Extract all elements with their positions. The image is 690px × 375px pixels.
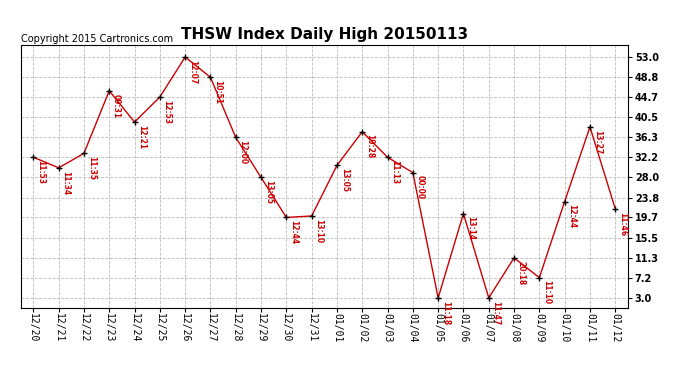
Text: 12:53: 12:53 (163, 100, 172, 124)
Text: 11:47: 11:47 (491, 301, 500, 325)
Text: 11:53: 11:53 (36, 160, 45, 184)
Text: 10:51: 10:51 (213, 80, 222, 104)
Text: 11:35: 11:35 (87, 156, 96, 180)
Text: 00:00: 00:00 (415, 176, 424, 200)
Text: 12:44: 12:44 (289, 220, 298, 245)
Text: Copyright 2015 Cartronics.com: Copyright 2015 Cartronics.com (21, 34, 172, 44)
Text: 12:44: 12:44 (567, 204, 576, 228)
Text: 20:18: 20:18 (517, 261, 526, 285)
Title: THSW Index Daily High 20150113: THSW Index Daily High 20150113 (181, 27, 468, 42)
Text: 12:00: 12:00 (239, 140, 248, 164)
Text: 11:10: 11:10 (542, 280, 551, 304)
Text: 09:31: 09:31 (112, 93, 121, 118)
Text: 13:05: 13:05 (264, 180, 273, 204)
Text: 11:18: 11:18 (441, 301, 450, 325)
Text: 10:28: 10:28 (365, 135, 374, 159)
Text: 11:46: 11:46 (618, 211, 627, 236)
Text: 12:21: 12:21 (137, 125, 146, 149)
Text: 12:07: 12:07 (188, 60, 197, 84)
Text: 11:13: 11:13 (391, 160, 400, 184)
Text: 11:34: 11:34 (61, 171, 70, 195)
Text: THSW  (°F): THSW (°F) (573, 19, 628, 28)
Text: 13:05: 13:05 (339, 168, 348, 192)
Text: 13:27: 13:27 (593, 130, 602, 154)
Text: 13:14: 13:14 (466, 216, 475, 240)
Text: 13:10: 13:10 (315, 219, 324, 243)
